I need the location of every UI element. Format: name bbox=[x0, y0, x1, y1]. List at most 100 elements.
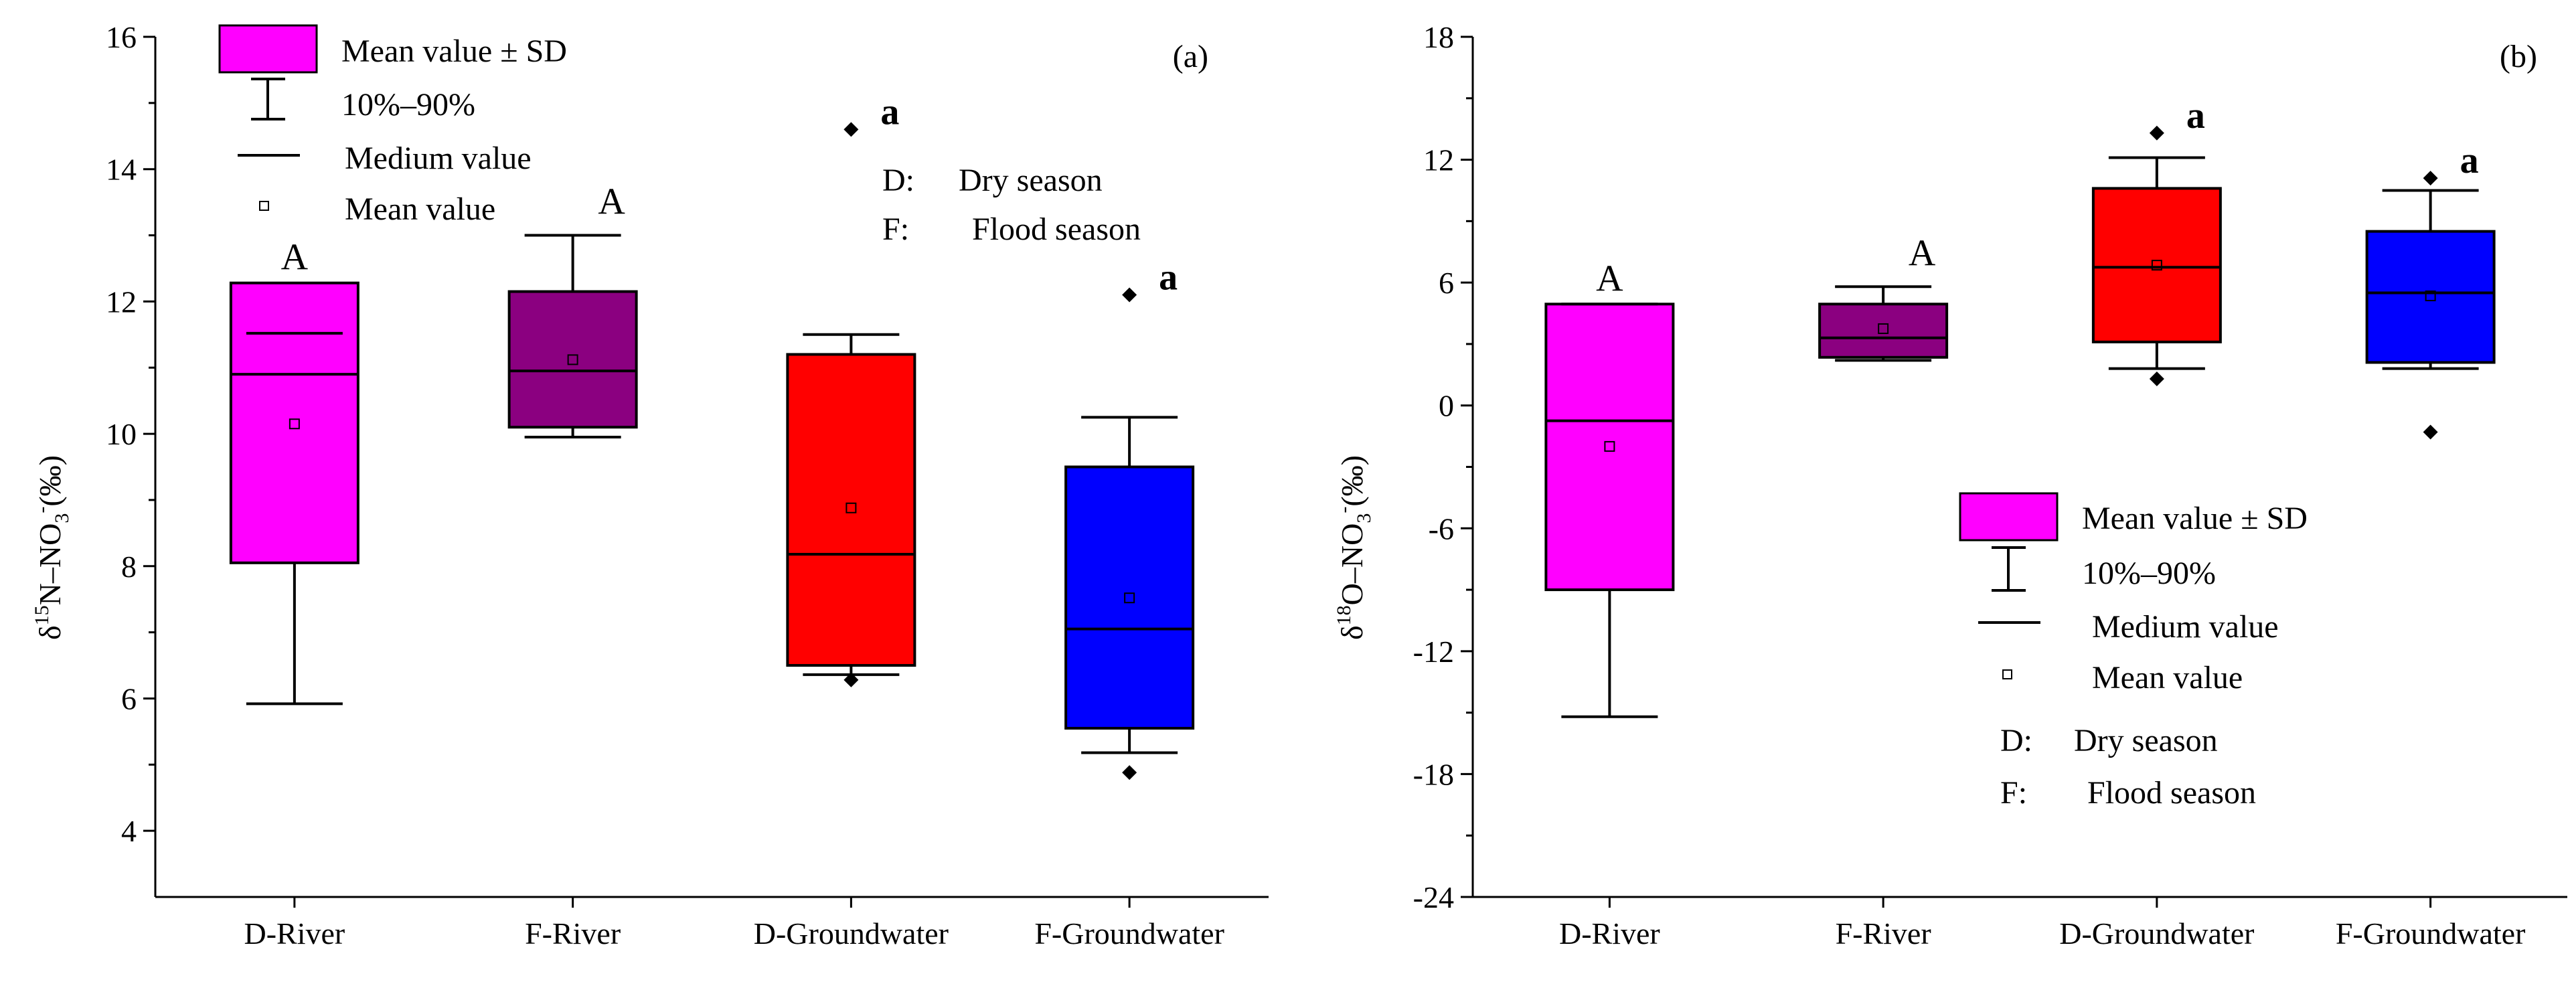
letter-a-1: A bbox=[598, 181, 625, 223]
box-b-F-Groundwater: a bbox=[2365, 140, 2496, 440]
mean-b-1 bbox=[1878, 323, 1889, 334]
letter-b-2: a bbox=[2186, 95, 2205, 137]
y-tick-label-a-4: 12 bbox=[106, 284, 137, 319]
outlier-b-3-1 bbox=[2423, 424, 2438, 440]
letter-a-0: A bbox=[281, 237, 309, 278]
mean-a-3 bbox=[1124, 592, 1135, 604]
y-tick-label-b-0: -24 bbox=[1413, 880, 1454, 914]
box-b-D-River: A bbox=[1544, 258, 1675, 718]
y-axis-ticks-b: -24 -18 -12 -6 0 6 12 18 bbox=[1413, 20, 1473, 914]
y-tick-label-b-4: 0 bbox=[1439, 389, 1454, 423]
mean-a-2 bbox=[846, 502, 857, 513]
ylabel-b-sup: - bbox=[1333, 507, 1355, 513]
box-rect-b-3 bbox=[2365, 230, 2496, 364]
season-a-dry-code: D: bbox=[882, 163, 914, 198]
y-tick-label-a-2: 8 bbox=[121, 550, 137, 584]
y-tick-label-b-3: -6 bbox=[1429, 511, 1454, 546]
y-tick-label-b-7: 18 bbox=[1423, 20, 1454, 54]
panel-label-b: (b) bbox=[2500, 39, 2537, 74]
season-a-flood-text: Flood season bbox=[972, 212, 1141, 247]
season-notes-a: D: Dry season F: Flood season bbox=[882, 163, 1141, 247]
ylabel-a-mass: 15 bbox=[31, 605, 53, 625]
box-a-D-River: A bbox=[229, 237, 359, 706]
legend-b-label-median: Medium value bbox=[2092, 609, 2279, 645]
legend-a: Mean value ± SD 10%–90% Medium value Mea… bbox=[218, 24, 567, 227]
legend-a-swatch bbox=[218, 24, 318, 74]
legend-a-mean-marker bbox=[259, 201, 269, 211]
x-label-b-3: F-Groundwater bbox=[2336, 916, 2526, 951]
boxes-a: A Aa a bbox=[229, 91, 1195, 780]
season-b-flood-text: Flood season bbox=[2087, 775, 2256, 811]
outlier-a-2-0 bbox=[843, 122, 859, 137]
y-tick-label-a-5: 14 bbox=[106, 153, 137, 187]
y-tick-label-a-3: 10 bbox=[106, 417, 137, 451]
y-tick-label-b-5: 6 bbox=[1439, 266, 1454, 300]
season-b-flood-code: F: bbox=[2000, 775, 2027, 811]
ylabel-a-mid: N–NO bbox=[33, 523, 67, 606]
ylabel-a-unit: (‰) bbox=[33, 455, 67, 507]
panel-a: δ15N–NO3-(‰) 4 6 8 10 12 14 16 A Aa a D-River F-R… bbox=[31, 20, 1269, 951]
x-axis-labels-a: D-River F-River D-Groundwater F-Groundwater bbox=[244, 897, 1224, 951]
season-a-flood-code: F: bbox=[882, 212, 909, 247]
letter-b-3: a bbox=[2460, 140, 2479, 181]
ylabel-a-sup: - bbox=[31, 507, 53, 513]
legend-b-swatch bbox=[1959, 492, 2059, 542]
box-rect-a-3 bbox=[1064, 465, 1195, 730]
y-tick-label-b-6: 12 bbox=[1423, 143, 1454, 177]
ylabel-b: δ18O–NO3-(‰) bbox=[1333, 455, 1375, 640]
y-tick-label-a-1: 6 bbox=[121, 681, 137, 716]
legend-b-label-sd: Mean value ± SD bbox=[2082, 501, 2308, 536]
x-label-a-1: F-River bbox=[525, 916, 621, 951]
ylabel-a: δ15N–NO3-(‰) bbox=[31, 455, 73, 640]
y-axis-ticks-a: 4 6 8 10 12 14 16 bbox=[106, 20, 155, 848]
legend-b-mean-marker bbox=[2002, 669, 2012, 679]
legend-a-label-mean: Mean value bbox=[345, 191, 495, 227]
x-label-b-1: F-River bbox=[1836, 916, 1931, 951]
x-label-b-0: D-River bbox=[1559, 916, 1660, 951]
x-label-a-2: D-Groundwater bbox=[754, 916, 949, 951]
legend-a-label-sd: Mean value ± SD bbox=[341, 33, 567, 69]
box-rect-b-1 bbox=[1818, 303, 1949, 359]
mean-b-0 bbox=[1604, 440, 1615, 452]
season-b-dry-text: Dry season bbox=[2074, 723, 2218, 758]
season-b-dry-code: D: bbox=[2000, 723, 2032, 758]
x-label-b-2: D-Groundwater bbox=[2059, 916, 2254, 951]
x-axis-labels-b: D-River F-River D-Groundwater F-Groundwater bbox=[1559, 897, 2525, 951]
letter-b-0: A bbox=[1596, 258, 1623, 299]
box-rect-b-2 bbox=[2091, 187, 2222, 343]
legend-b: Mean value ± SD 10%–90% Medium value Mea… bbox=[1959, 492, 2308, 695]
box-a-F-Groundwater: a bbox=[1064, 257, 1195, 780]
legend-b-label-range: 10%–90% bbox=[2082, 556, 2216, 591]
legend-b-label-mean: Mean value bbox=[2092, 660, 2243, 695]
outlier-a-3-1 bbox=[1122, 765, 1137, 780]
outlier-a-3-0 bbox=[1122, 287, 1137, 303]
y-tick-label-b-2: -12 bbox=[1413, 635, 1454, 669]
ylabel-b-sub: 3 bbox=[1353, 513, 1375, 523]
mean-b-3 bbox=[2425, 291, 2436, 302]
ylabel-b-mass: 18 bbox=[1333, 605, 1355, 625]
legend-a-label-median: Medium value bbox=[345, 141, 532, 176]
y-tick-label-b-1: -18 bbox=[1413, 757, 1454, 791]
box-rect-a-0 bbox=[229, 281, 359, 564]
legend-a-label-range: 10%–90% bbox=[341, 87, 475, 122]
ylabel-b-unit: (‰) bbox=[1335, 455, 1369, 507]
letter-a-2: a bbox=[880, 91, 899, 133]
y-tick-label-a-6: 16 bbox=[106, 20, 137, 54]
ylabel-a-sub: 3 bbox=[51, 513, 73, 523]
panel-label-a: (a) bbox=[1173, 39, 1208, 74]
box-rect-b-0 bbox=[1544, 303, 1675, 592]
boxes-b: A Aa a bbox=[1544, 95, 2496, 718]
letter-b-1: A bbox=[1909, 232, 1936, 274]
season-a-dry-text: Dry season bbox=[959, 163, 1103, 198]
mean-b-2 bbox=[2151, 260, 2162, 271]
x-label-a-0: D-River bbox=[244, 916, 345, 951]
box-b-D-Groundwater: a bbox=[2091, 95, 2222, 386]
box-rect-a-2 bbox=[786, 353, 916, 667]
mean-a-0 bbox=[289, 418, 300, 430]
box-rect-a-1 bbox=[507, 290, 638, 429]
box-a-F-River: A bbox=[507, 181, 638, 439]
mean-a-1 bbox=[567, 354, 578, 365]
letter-a-3: a bbox=[1159, 257, 1178, 299]
